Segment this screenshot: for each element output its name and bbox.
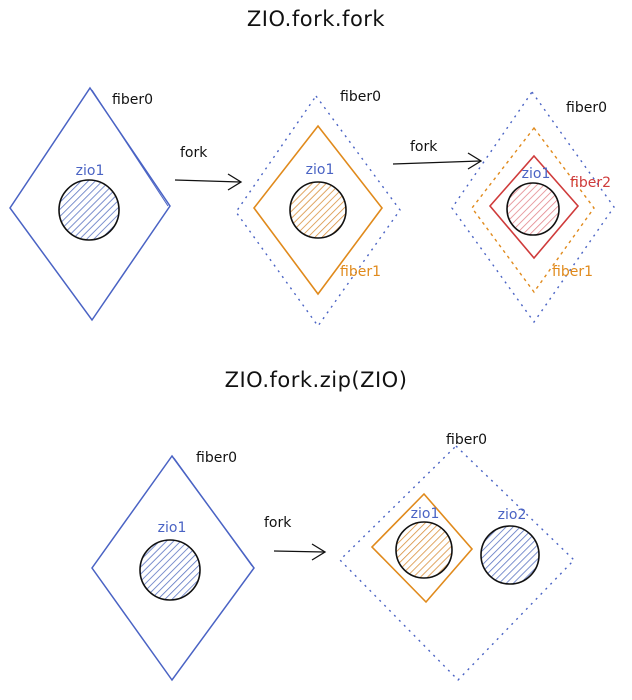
fiber1-label: fiber1 <box>552 264 593 280</box>
fork-arrow-1: fork <box>174 145 243 191</box>
diagram-title-fork-fork: ZIO.fork.fork <box>247 7 386 31</box>
zio1-label: zio1 <box>306 162 335 178</box>
zio1-label: zio1 <box>76 163 105 179</box>
fiber2-diamond <box>488 154 580 260</box>
zio1-effect-circle <box>139 539 201 601</box>
zio2-effect-circle <box>480 525 540 585</box>
stage-2-fork: fiber0 zio1 fiber1 <box>235 89 401 328</box>
stage-1-fiber0: fiber0 zio1 <box>91 450 255 682</box>
zio1-label: zio1 <box>522 166 551 182</box>
zio1-label: zio1 <box>411 506 440 522</box>
fiber0-dotted-diamond <box>339 445 575 682</box>
diagram-title-fork-zip: ZIO.fork.zip(ZIO) <box>225 368 408 392</box>
zio2-label: zio2 <box>498 507 527 523</box>
zio1-label: zio1 <box>158 520 187 536</box>
zio1-effect-circle <box>289 181 347 239</box>
stage-2-zip: fiber0 zio1 zio2 <box>339 432 575 682</box>
fiber2-label: fiber2 <box>570 175 611 191</box>
fork-arrow-label: fork <box>264 515 292 531</box>
fork-arrow-label: fork <box>410 139 438 155</box>
fork-arrow-label: fork <box>180 145 208 161</box>
zio1-effect-circle <box>58 179 120 241</box>
stage-1-fiber0: fiber0 zio1 <box>9 86 171 322</box>
fiber0-label: fiber0 <box>340 89 381 105</box>
fiber1-diamond <box>370 492 474 604</box>
fiber0-label: fiber0 <box>566 100 607 116</box>
fork-arrow-3: fork <box>264 515 327 561</box>
fiber1-diamond <box>252 124 384 296</box>
fork-arrow-2: fork <box>392 139 483 170</box>
fiber0-diamond <box>9 86 171 322</box>
fiber0-label: fiber0 <box>196 450 237 466</box>
zio1-effect-circle <box>506 182 560 236</box>
fiber0-dotted-diamond <box>451 90 615 324</box>
fiber0-label: fiber0 <box>112 92 153 108</box>
fiber1-dotted-diamond <box>471 126 595 294</box>
zio1-effect-circle <box>395 521 453 579</box>
stage-3-fork: fiber0 fiber2 zio1 fiber1 <box>451 90 615 324</box>
fiber0-label: fiber0 <box>446 432 487 448</box>
fiber1-label: fiber1 <box>340 264 381 280</box>
